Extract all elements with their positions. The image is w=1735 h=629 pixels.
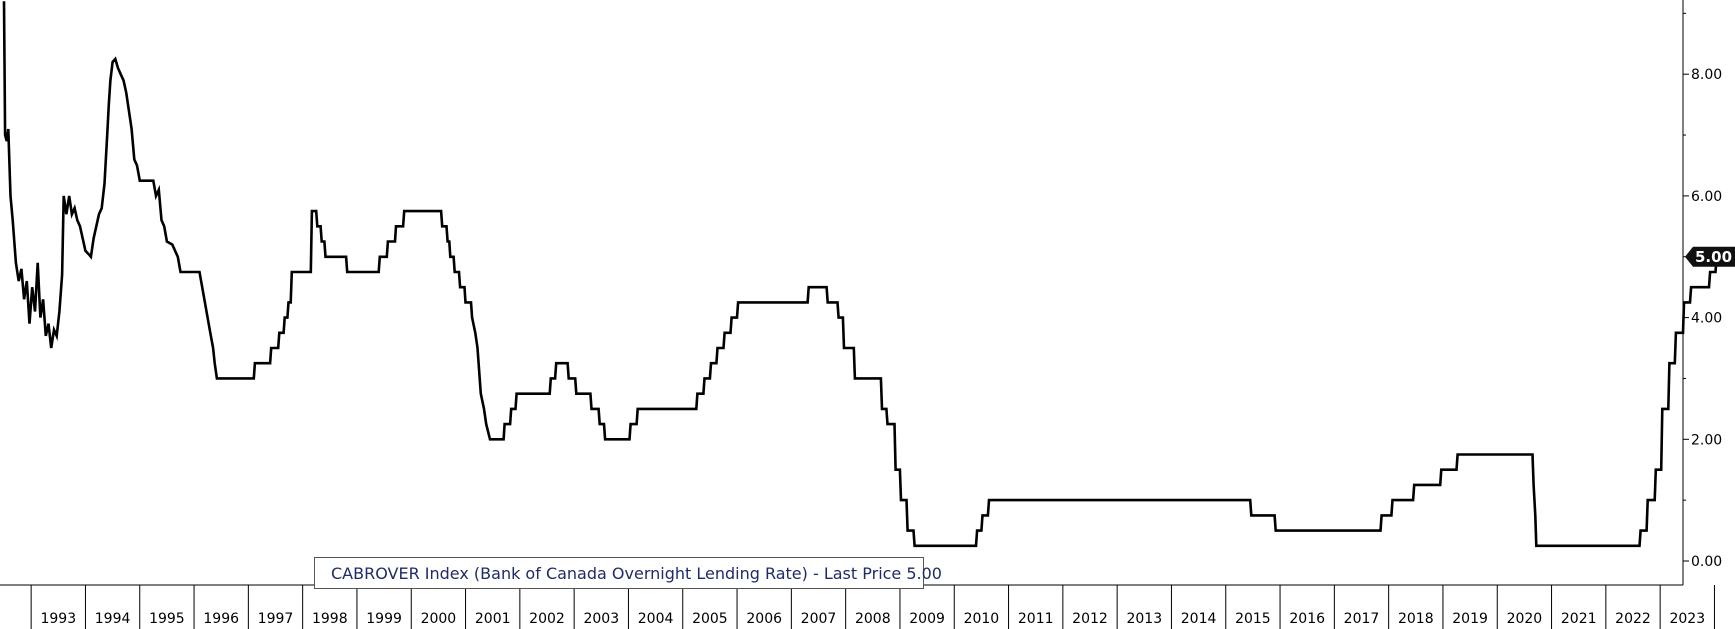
x-axis: 1993 1994 1995 1996 1997 1998 1999 2000 2001 2002… xyxy=(0,584,1715,629)
x-tick-label: 1999 xyxy=(366,611,402,627)
x-tick-label: 2022 xyxy=(1615,611,1651,627)
x-tick-label: 2021 xyxy=(1561,611,1597,627)
x-tick-label: 1995 xyxy=(149,611,185,627)
x-tick-label: 2016 xyxy=(1289,611,1325,627)
x-tick-label: 2019 xyxy=(1452,611,1488,627)
x-tick-label: 2013 xyxy=(1126,611,1162,627)
x-tick-label: 2023 xyxy=(1669,611,1705,627)
last-value-badge-shape xyxy=(1685,246,1735,267)
x-tick-label: 2014 xyxy=(1181,611,1217,627)
x-tick-label: 2015 xyxy=(1235,611,1271,627)
y-tick-label: 4.00 xyxy=(1691,311,1722,327)
x-tick-label: 2012 xyxy=(1072,611,1108,627)
y-tick-label: 2.00 xyxy=(1691,432,1722,448)
x-tick-label: 1994 xyxy=(95,611,131,627)
x-tick-label: 2008 xyxy=(855,611,891,627)
x-tick-label: 1996 xyxy=(203,611,239,627)
x-tick-label: 2017 xyxy=(1344,611,1380,627)
x-tick-label: 1993 xyxy=(40,611,76,627)
x-tick-label: 2003 xyxy=(583,611,619,627)
y-axis: 0.00 2.00 4.00 6.00 8.00 xyxy=(1682,0,1722,585)
last-value-label: 5.00 xyxy=(1695,248,1732,266)
x-tick-label: 2002 xyxy=(529,611,565,627)
x-tick-label: 2000 xyxy=(421,611,457,627)
plot-area xyxy=(2,1,1731,548)
legend-label: CABROVER Index (Bank of Canada Overnight… xyxy=(331,563,942,583)
x-tick-label: 2010 xyxy=(964,611,1000,627)
y-tick-label: 8.00 xyxy=(1691,67,1722,83)
x-tick-label: 2004 xyxy=(638,611,674,627)
series-line xyxy=(2,1,1731,548)
x-tick-label: 2007 xyxy=(801,611,837,627)
x-tick-label: 1998 xyxy=(312,611,348,627)
x-tick-label: 2020 xyxy=(1507,611,1543,627)
x-tick-label: 1997 xyxy=(258,611,294,627)
y-tick-label: 0.00 xyxy=(1691,554,1722,570)
x-tick-label: 2009 xyxy=(909,611,945,627)
x-tick-label: 2018 xyxy=(1398,611,1434,627)
legend: CABROVER Index (Bank of Canada Overnight… xyxy=(314,557,942,589)
x-tick-label: 2005 xyxy=(692,611,728,627)
x-tick-label: 2011 xyxy=(1018,611,1054,627)
y-tick-label: 6.00 xyxy=(1691,189,1722,205)
x-tick-label: 2001 xyxy=(475,611,511,627)
last-price-badge: 5.00 xyxy=(1685,246,1735,267)
x-tick-label: 2006 xyxy=(746,611,782,627)
